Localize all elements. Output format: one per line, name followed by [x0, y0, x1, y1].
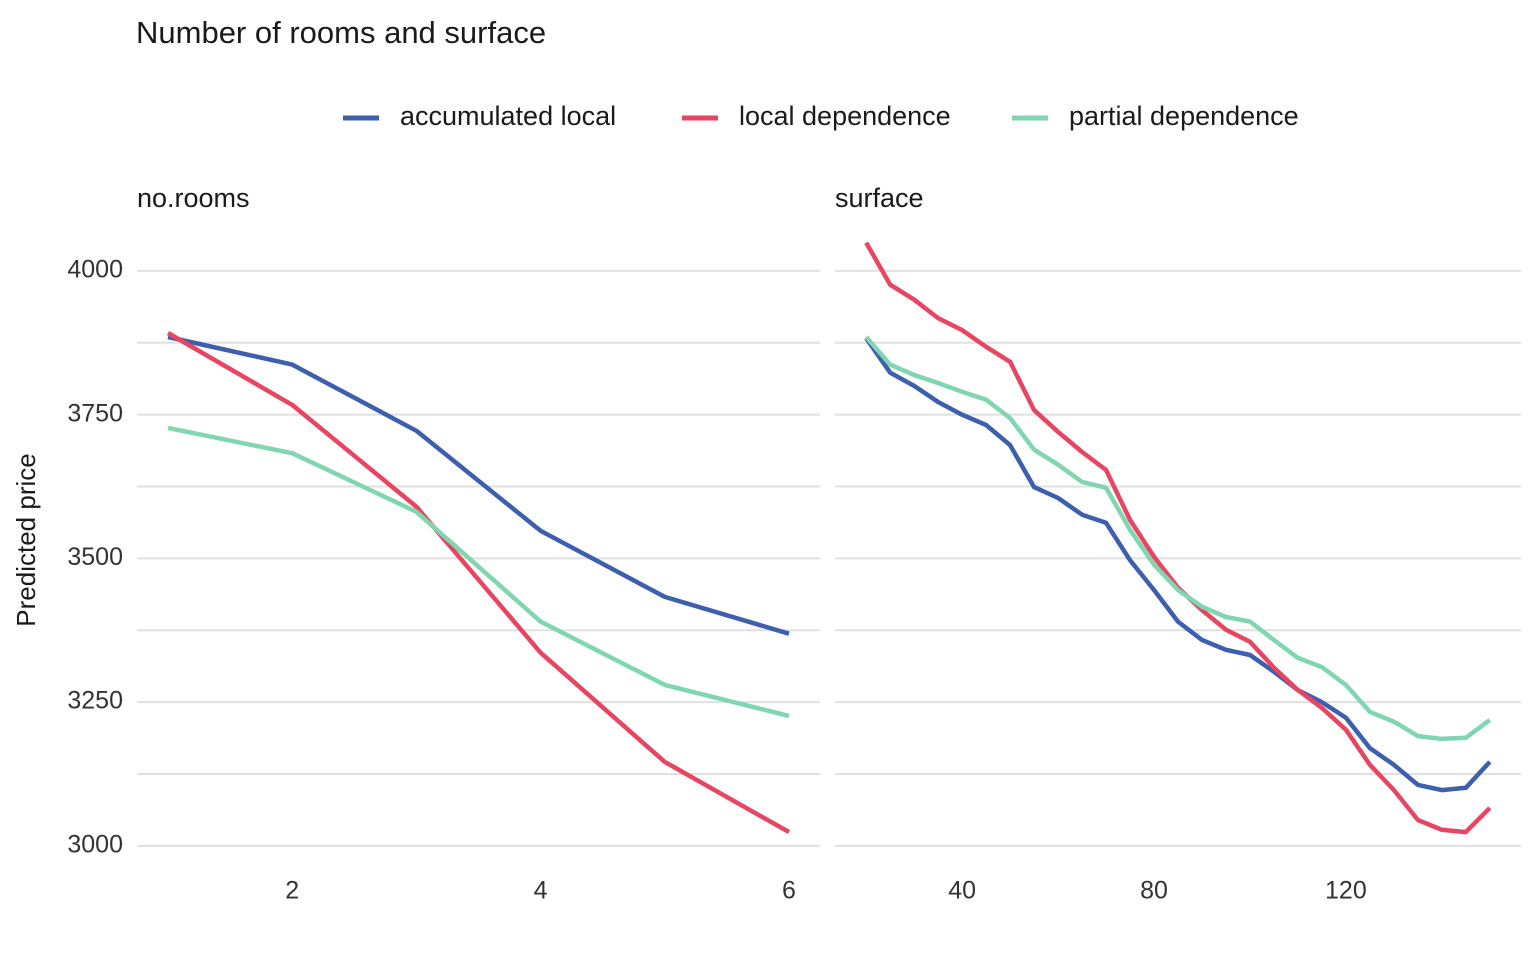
x-tick-label: 120	[1325, 877, 1367, 905]
x-tick-label: 80	[1140, 877, 1168, 905]
series-line	[167, 425, 790, 719]
y-tick-label: 3750	[67, 399, 123, 427]
legend-label: local dependence	[739, 101, 951, 131]
y-tick-label: 3500	[67, 543, 123, 571]
y-tick-label: 3250	[67, 687, 123, 715]
y-tick-label: 4000	[67, 256, 123, 284]
x-tick-label: 2	[285, 877, 299, 905]
legend-label: accumulated local	[400, 101, 616, 131]
chart-title: Number of rooms and surface	[136, 15, 546, 50]
series-line	[864, 336, 1492, 793]
series-line	[864, 241, 1492, 835]
series-line	[864, 335, 1492, 742]
facet-label: surface	[835, 183, 924, 213]
series-line	[166, 331, 791, 835]
x-tick-label: 4	[534, 877, 548, 905]
legend-label: partial dependence	[1069, 101, 1299, 131]
x-tick-label: 40	[948, 877, 976, 905]
facet-label: no.rooms	[137, 183, 250, 213]
x-tick-label: 6	[782, 877, 796, 905]
y-tick-label: 3000	[67, 830, 123, 858]
series-line	[167, 334, 790, 636]
y-axis-label: Predicted price	[11, 453, 41, 626]
